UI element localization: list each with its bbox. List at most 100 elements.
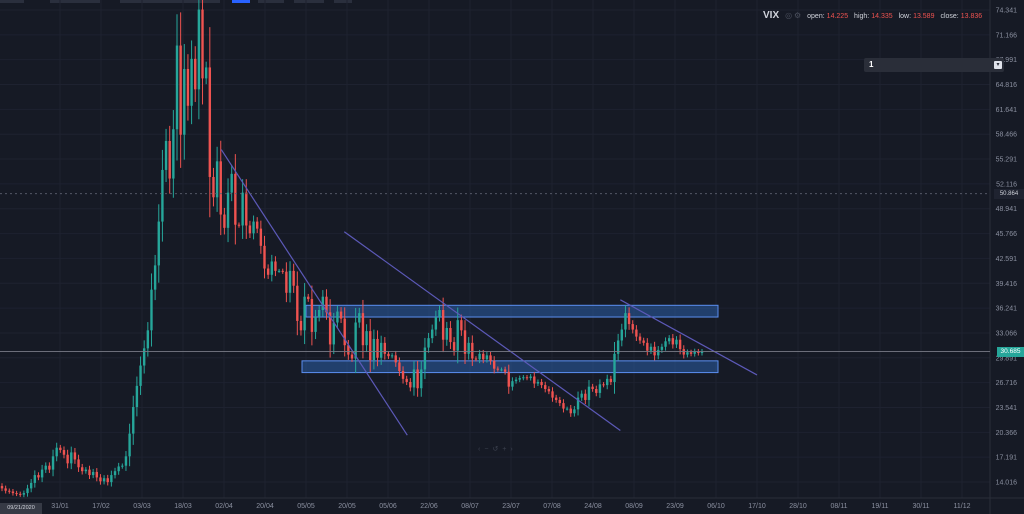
candle-body[interactable]: [117, 466, 120, 472]
candle-body[interactable]: [241, 192, 244, 226]
candle-body[interactable]: [194, 58, 197, 90]
candle-body[interactable]: [686, 352, 689, 355]
candle-body[interactable]: [547, 389, 551, 392]
candle-body[interactable]: [208, 67, 212, 177]
candle-body[interactable]: [511, 381, 514, 387]
candle-body[interactable]: [303, 296, 306, 331]
candle-body[interactable]: [540, 381, 543, 386]
candle-body[interactable]: [317, 309, 321, 318]
zone-resistance[interactable]: [305, 304, 719, 318]
candle-body[interactable]: [296, 285, 299, 321]
trendline[interactable]: [620, 299, 758, 376]
candle-body[interactable]: [135, 385, 139, 408]
candle-body[interactable]: [84, 469, 88, 472]
candle-body[interactable]: [15, 493, 18, 495]
candle-body[interactable]: [525, 377, 529, 379]
candle-body[interactable]: [124, 456, 128, 466]
candle-body[interactable]: [489, 355, 492, 361]
candle-body[interactable]: [675, 339, 678, 345]
candle-body[interactable]: [281, 270, 284, 272]
zoom-in-icon[interactable]: +: [502, 446, 511, 453]
candle-body[interactable]: [288, 270, 292, 293]
candle-body[interactable]: [358, 313, 361, 323]
candle-body[interactable]: [0, 486, 4, 489]
candle-body[interactable]: [343, 318, 346, 346]
candle-body[interactable]: [522, 377, 525, 379]
candle-body[interactable]: [434, 317, 438, 330]
candle-body[interactable]: [398, 362, 401, 372]
candle-body[interactable]: [252, 221, 255, 234]
toolbar-segment[interactable]: [120, 0, 220, 3]
candle-body[interactable]: [423, 347, 427, 370]
interval-select[interactable]: 1 ▾: [864, 58, 1004, 72]
candle-body[interactable]: [95, 471, 98, 478]
candle-body[interactable]: [558, 399, 562, 404]
candle-body[interactable]: [620, 329, 623, 341]
candle-body[interactable]: [529, 376, 532, 379]
candle-body[interactable]: [456, 320, 459, 351]
trendline[interactable]: [343, 231, 621, 431]
toolbar-segment[interactable]: [50, 0, 100, 3]
candle-body[interactable]: [562, 403, 565, 409]
candle-body[interactable]: [197, 9, 201, 90]
candle-body[interactable]: [113, 471, 117, 476]
candle-body[interactable]: [274, 261, 277, 271]
candle-body[interactable]: [533, 376, 536, 384]
candle-body[interactable]: [657, 349, 660, 356]
candle-body[interactable]: [460, 320, 463, 331]
toolbar-segment[interactable]: [258, 0, 284, 3]
candle-body[interactable]: [37, 475, 40, 478]
candle-body[interactable]: [62, 450, 66, 455]
candle-body[interactable]: [70, 452, 73, 464]
candle-body[interactable]: [190, 58, 193, 106]
candle-body[interactable]: [667, 338, 671, 342]
candle-body[interactable]: [580, 393, 583, 398]
candle-body[interactable]: [376, 338, 379, 358]
candle-body[interactable]: [285, 271, 288, 293]
candle-body[interactable]: [471, 342, 474, 359]
candle-body[interactable]: [266, 268, 270, 275]
candle-body[interactable]: [66, 454, 69, 464]
candle-body[interactable]: [223, 214, 226, 228]
candle-body[interactable]: [29, 482, 33, 489]
candle-body[interactable]: [33, 475, 37, 483]
candle-body[interactable]: [700, 351, 704, 354]
candle-body[interactable]: [678, 339, 682, 350]
candle-body[interactable]: [44, 465, 47, 470]
candle-body[interactable]: [638, 336, 642, 341]
candle-body[interactable]: [613, 353, 616, 382]
toolbar-segment[interactable]: [294, 0, 324, 3]
candle-body[interactable]: [128, 433, 131, 457]
candle-body[interactable]: [492, 360, 496, 369]
candle-body[interactable]: [4, 488, 7, 491]
candle-body[interactable]: [8, 490, 11, 492]
candle-body[interactable]: [102, 478, 106, 482]
candle-body[interactable]: [292, 270, 295, 286]
candle-body[interactable]: [697, 351, 700, 354]
toolbar-segment[interactable]: [334, 0, 352, 3]
candle-body[interactable]: [328, 312, 332, 345]
candle-body[interactable]: [179, 45, 182, 135]
candle-body[interactable]: [339, 311, 343, 319]
zone-support[interactable]: [301, 360, 719, 374]
candle-body[interactable]: [139, 365, 142, 386]
candle-body[interactable]: [99, 477, 102, 482]
candle-body[interactable]: [660, 346, 664, 350]
candle-body[interactable]: [452, 342, 456, 351]
candle-body[interactable]: [142, 348, 146, 366]
candle-body[interactable]: [496, 368, 500, 370]
candle-body[interactable]: [161, 169, 164, 222]
candle-body[interactable]: [314, 317, 317, 332]
candle-body[interactable]: [256, 221, 259, 229]
candle-body[interactable]: [518, 378, 521, 380]
candle-body[interactable]: [514, 379, 518, 382]
candle-body[interactable]: [609, 378, 613, 382]
candle-body[interactable]: [467, 342, 470, 354]
candle-body[interactable]: [463, 330, 467, 354]
candle-body[interactable]: [73, 452, 77, 460]
candle-body[interactable]: [354, 322, 357, 359]
candle-body[interactable]: [554, 397, 558, 400]
candle-body[interactable]: [270, 261, 273, 275]
candle-body[interactable]: [431, 329, 434, 339]
candle-body[interactable]: [310, 299, 314, 332]
